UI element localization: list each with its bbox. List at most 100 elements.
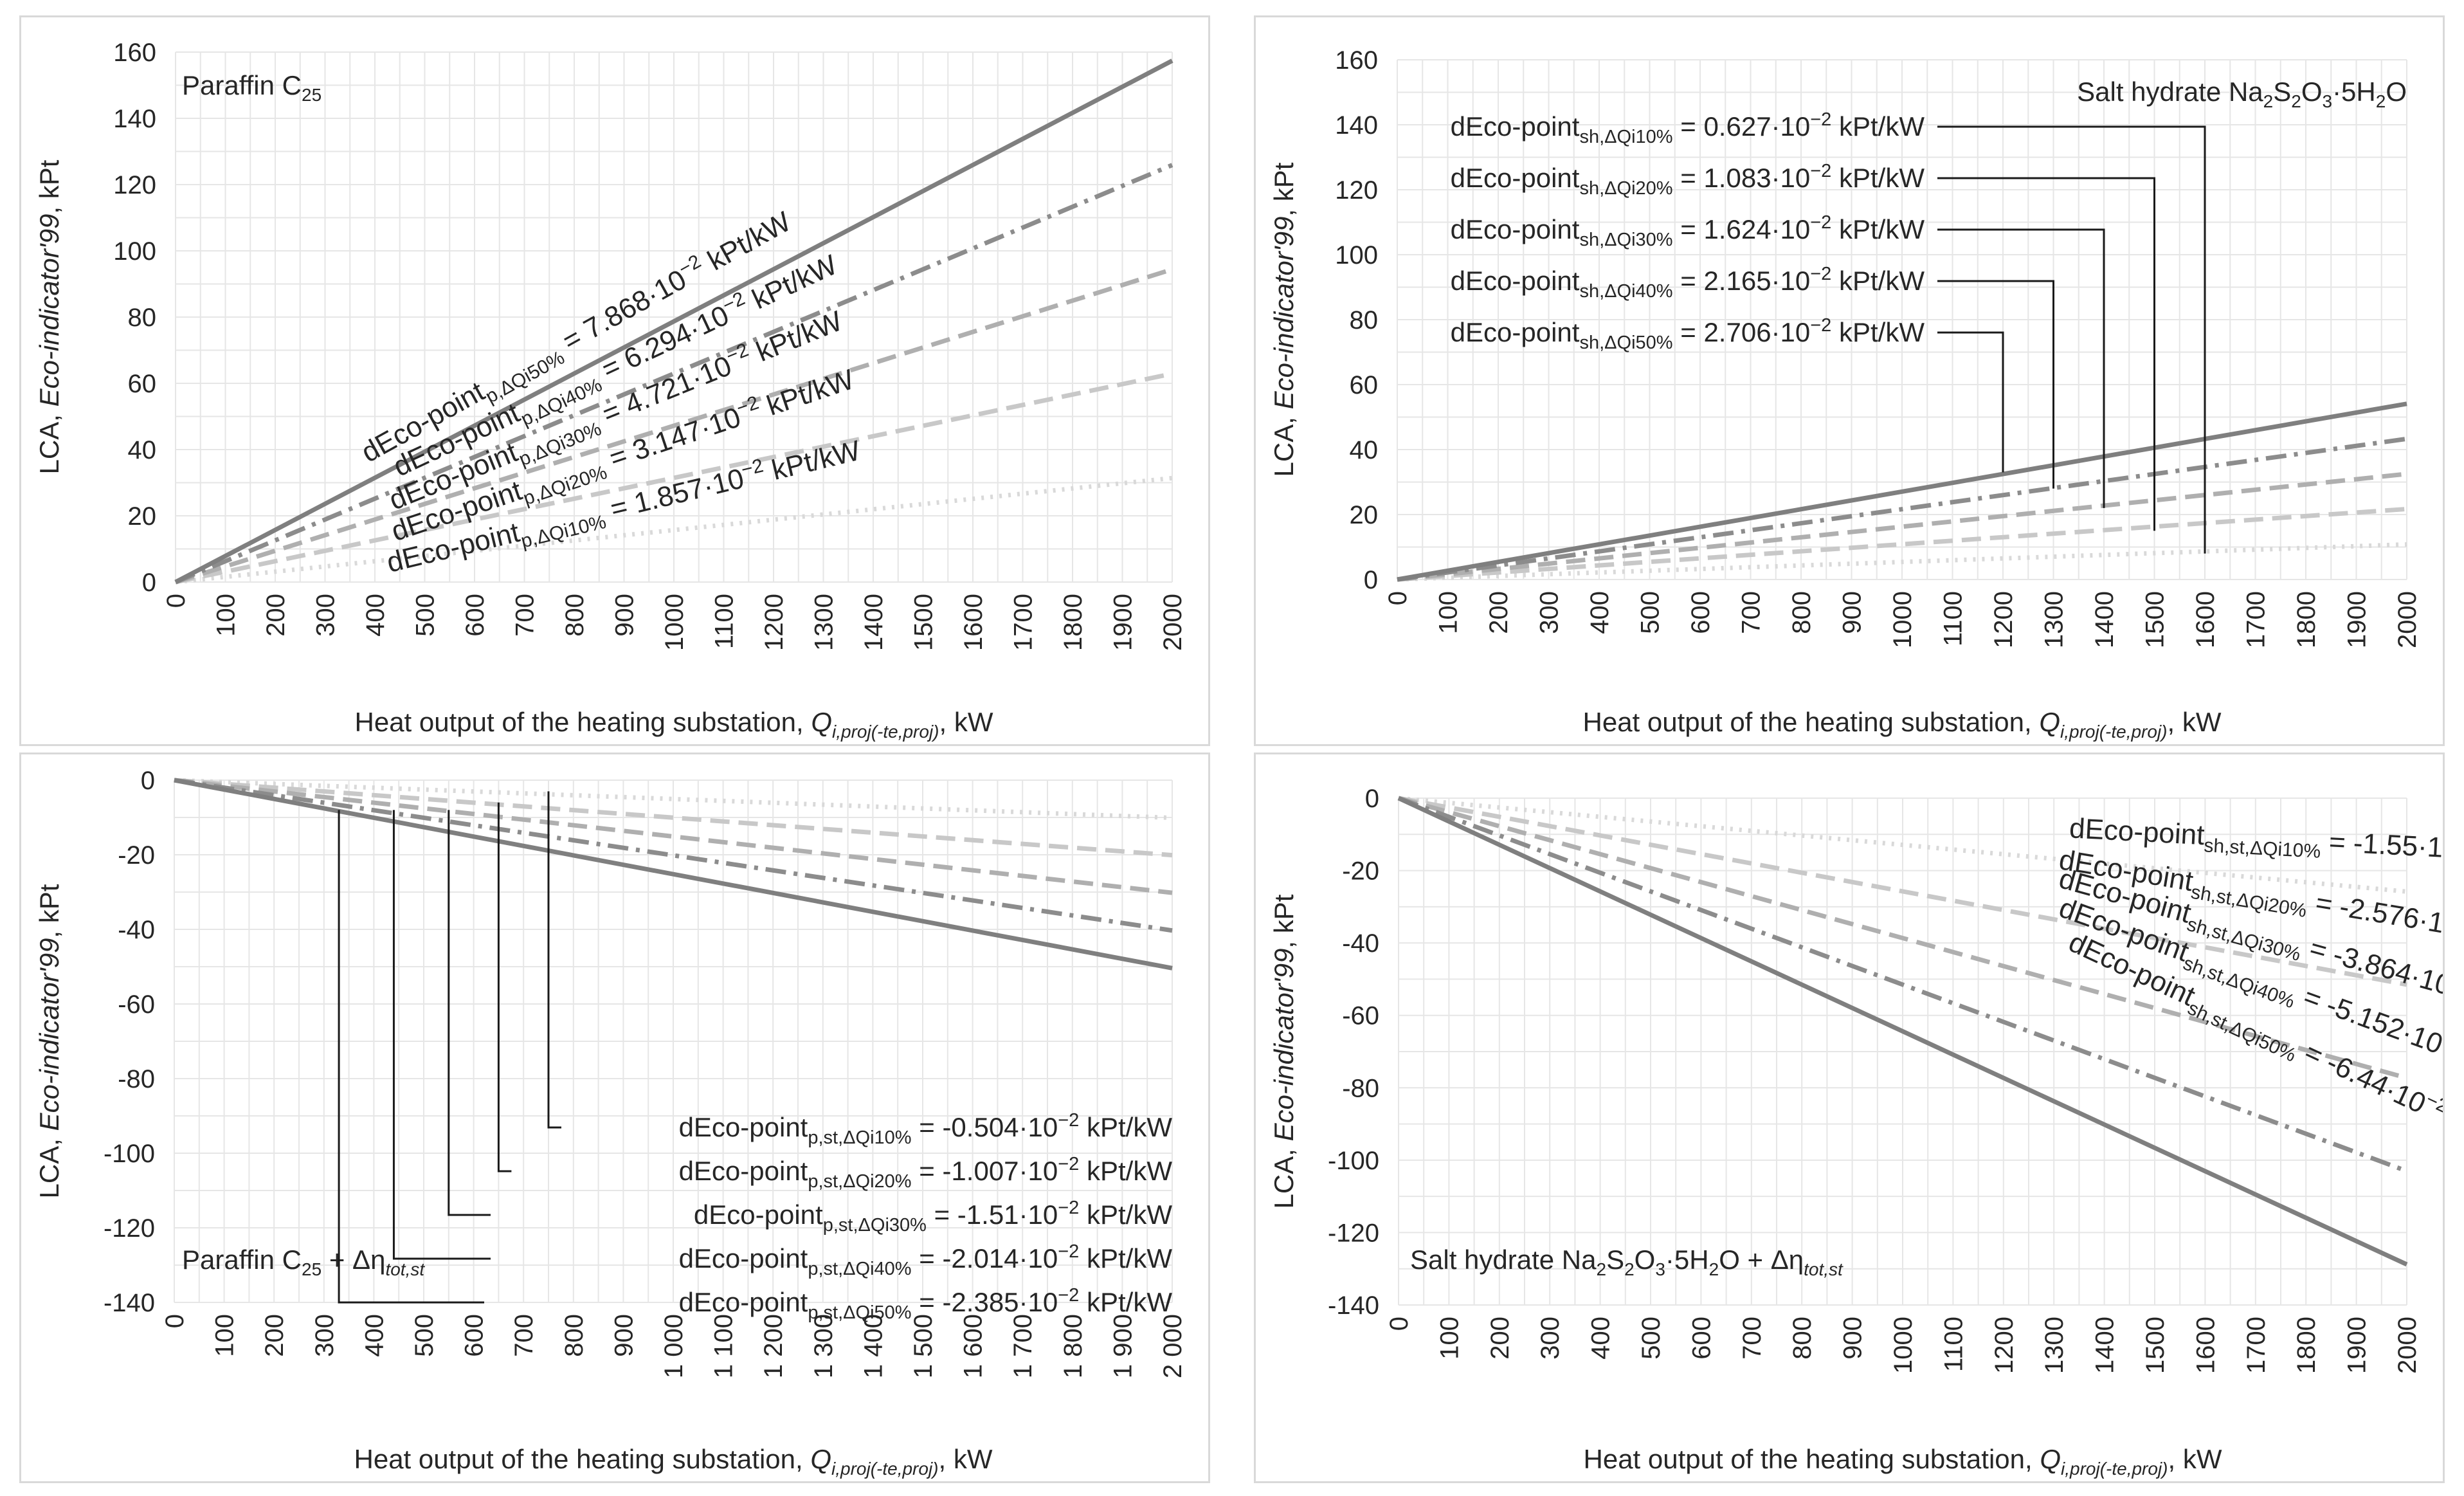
- y-tick-label: -40: [1342, 929, 1379, 958]
- y-tick-label: 40: [128, 436, 157, 464]
- x-tick-label: 1500: [910, 594, 938, 651]
- y-tick-label: 140: [1335, 111, 1378, 140]
- x-tick-label: 800: [1788, 591, 1816, 634]
- chart-title: Salt hydrate Na2S2O3·5H2O: [2077, 77, 2407, 111]
- x-tick-label: 2000: [2393, 591, 2422, 648]
- y-tick-label: 160: [1335, 46, 1378, 75]
- x-tick-label: 1800: [2292, 1317, 2321, 1374]
- x-tick-label: 500: [412, 594, 440, 637]
- slope-annotation: dEco-pointp,st,ΔQi50% = -2.385·10−2 kPt/…: [679, 1285, 1173, 1323]
- chart-salt-hydrate-st-svg: -140 -120 -100 -80 -60 -40 -20 0 0 100 200 300 400 50…: [1269, 785, 2443, 1479]
- y-tick-label: 100: [1335, 241, 1378, 269]
- chart-paraffin: 0 20 40 60 80 100 120 140 160 0 100 200 300 400 500 600…: [19, 15, 1210, 746]
- y-axis-label: LCA, Eco-indicator'99, kPt: [34, 884, 64, 1198]
- x-tick-label: 1200: [760, 594, 788, 651]
- y-tick-label: 0: [141, 767, 155, 795]
- x-tick-label: 100: [1435, 591, 1463, 634]
- x-tick-label: 500: [410, 1314, 439, 1357]
- slope-annotation: dEco-pointp,st,ΔQi20% = -1.007·10−2 kPt/…: [679, 1154, 1173, 1192]
- x-tick-label: 1500: [2141, 591, 2170, 648]
- chart-title: Paraffin C25: [182, 70, 322, 105]
- x-tick-label: 1100: [1939, 1317, 1968, 1372]
- x-tick-label: 900: [1839, 1317, 1867, 1360]
- x-tick-label: 400: [1587, 1317, 1615, 1360]
- slope-annotation: dEco-pointsh,ΔQi20% = 1.083·10−2 kPt/kW: [1451, 161, 1925, 199]
- x-tick-label: 700: [1738, 1317, 1766, 1360]
- callout-leader: [392, 810, 491, 1260]
- x-tick-label: 1500: [2141, 1317, 2170, 1374]
- series-line: [174, 778, 1173, 895]
- x-tick-label: 0: [161, 1314, 189, 1328]
- series-line: [174, 778, 1173, 971]
- x-tick-label: 300: [1535, 591, 1564, 634]
- y-tick-label: -80: [118, 1065, 155, 1093]
- x-tick-label: 400: [361, 594, 390, 637]
- y-tick-label: -140: [1328, 1291, 1379, 1320]
- x-tick-label: 600: [1687, 1317, 1716, 1360]
- gridlines: [1397, 59, 2407, 580]
- x-tick-label: 400: [360, 1314, 388, 1357]
- y-tick-label: 60: [128, 370, 157, 398]
- y-tick-label: -60: [1342, 1002, 1379, 1030]
- y-tick-label: 60: [1350, 371, 1379, 399]
- x-tick-label: 200: [262, 594, 290, 637]
- y-tick-label: 120: [1335, 176, 1378, 205]
- y-tick-label: -120: [1328, 1219, 1379, 1247]
- callout-leader: [338, 810, 484, 1304]
- y-tick-label: 80: [128, 304, 157, 332]
- y-tick-label: 20: [1350, 501, 1379, 529]
- x-tick-label: 1600: [959, 594, 988, 651]
- series-line: [1397, 542, 2407, 582]
- y-axis-label: LCA, Eco-indicator'99, kPt: [34, 160, 64, 474]
- gridlines: [1398, 798, 2407, 1306]
- x-tick-label: 100: [1435, 1317, 1463, 1360]
- x-tick-label: 500: [1636, 591, 1665, 634]
- x-tick-label: 900: [611, 594, 639, 637]
- chart-salt-hydrate: 0 20 40 60 80 100 120 140 160 0 100 200 300 400 500 600…: [1254, 15, 2445, 746]
- y-tick-label: 120: [113, 171, 156, 199]
- x-tick-label: 900: [1838, 591, 1867, 634]
- series-line: [1397, 796, 2408, 1174]
- x-tick-label: 600: [460, 1314, 489, 1357]
- callout-leader: [547, 791, 561, 1129]
- x-tick-label: 1 400: [859, 1314, 887, 1378]
- x-tick-label: 700: [510, 1314, 538, 1357]
- x-tick-label: 1900: [2343, 591, 2371, 648]
- y-tick-label: 0: [142, 569, 156, 597]
- y-tick-label: 140: [113, 105, 156, 133]
- y-tick-label: -20: [118, 841, 155, 870]
- x-tick-label: 1400: [2090, 591, 2119, 648]
- callout-leader: [1937, 228, 2105, 508]
- y-tick-label: -80: [1342, 1074, 1379, 1102]
- x-tick-label: 200: [1485, 591, 1513, 634]
- x-tick-label: 0: [1384, 591, 1412, 605]
- y-tick-label: 0: [1365, 785, 1379, 813]
- x-tick-label: 200: [260, 1314, 289, 1357]
- y-tick-label: 40: [1350, 436, 1379, 464]
- x-tick-label: 1800: [1059, 594, 1087, 651]
- x-tick-label: 1 200: [759, 1314, 788, 1378]
- x-tick-label: 0: [1385, 1317, 1413, 1331]
- x-tick-label: 1000: [1889, 591, 1917, 648]
- x-tick-label: 200: [1486, 1317, 1514, 1360]
- slope-annotation: dEco-pointp,st,ΔQi10% = -0.504·10−2 kPt/…: [679, 1110, 1173, 1148]
- series-line: [174, 59, 1173, 585]
- y-tick-label: 20: [128, 502, 157, 531]
- x-tick-label: 300: [1536, 1317, 1564, 1360]
- x-axis-label: Heat output of the heating substation, Q…: [354, 1444, 993, 1479]
- x-tick-label: 2000: [2393, 1317, 2422, 1374]
- x-tick-label: 1 100: [710, 1314, 738, 1378]
- series-line: [174, 267, 1173, 585]
- x-tick-label: 1700: [2242, 591, 2270, 648]
- x-tick-label: 100: [212, 594, 240, 637]
- x-tick-label: 1700: [2242, 1317, 2270, 1374]
- chart-title: Paraffin C25 + Δηtot,st: [182, 1245, 425, 1279]
- callout-leader: [448, 810, 491, 1216]
- y-tick-label: -100: [1328, 1147, 1379, 1175]
- y-axis-label: LCA, Eco-indicator'99, kPt: [1269, 162, 1299, 477]
- series-line: [1398, 796, 2407, 987]
- x-tick-label: 1600: [2191, 591, 2220, 648]
- x-tick-label: 2 000: [1159, 1314, 1187, 1378]
